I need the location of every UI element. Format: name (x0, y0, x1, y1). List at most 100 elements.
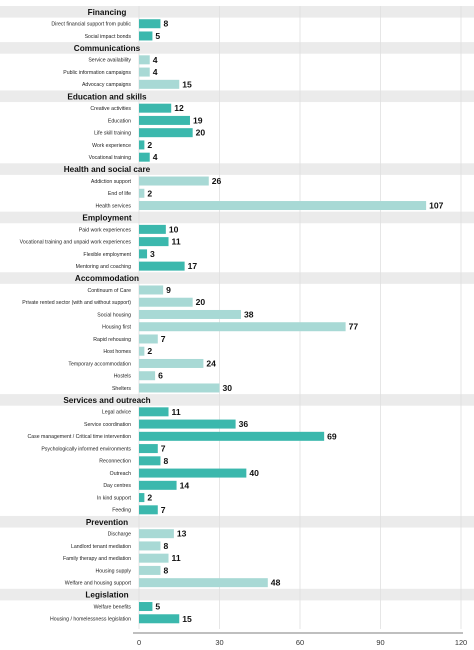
group-label: Communications (74, 44, 141, 53)
group-band (0, 394, 474, 406)
category-label: Paid work experiences (79, 227, 132, 233)
group-band (0, 515, 474, 528)
bar (139, 322, 346, 332)
value-label: 107 (429, 201, 444, 211)
bar (139, 480, 177, 490)
bar (139, 529, 174, 539)
group-band (0, 90, 474, 103)
value-label: 36 (239, 419, 249, 429)
bars (139, 19, 427, 624)
category-label: Creative activities (90, 106, 131, 112)
category-label: Reconnection (99, 459, 131, 465)
value-label: 11 (172, 407, 181, 417)
bar (139, 334, 158, 344)
value-label: 3 (150, 249, 155, 259)
bar (139, 79, 180, 89)
bar (139, 249, 148, 259)
group-bands (0, 6, 474, 601)
bar (139, 407, 169, 417)
category-label: Life skill training (94, 131, 131, 137)
category-label: Direct financial support from public (51, 22, 131, 28)
value-label: 8 (163, 565, 168, 575)
value-label: 26 (212, 176, 222, 186)
value-label: 2 (147, 140, 152, 150)
bar (139, 19, 161, 29)
group-band (0, 163, 474, 175)
bar (139, 493, 145, 503)
group-label: Employment (82, 213, 131, 222)
category-label: Welfare and housing support (65, 581, 132, 587)
category-label: Housing supply (96, 568, 132, 574)
group-label: Services and outreach (63, 396, 150, 405)
x-tick-label: 60 (296, 638, 304, 647)
bar (139, 468, 247, 478)
bar (139, 201, 427, 211)
group-label: Health and social care (64, 165, 151, 174)
category-label: Service coordination (84, 422, 131, 428)
value-label: 19 (193, 115, 203, 125)
value-label: 10 (169, 224, 179, 234)
value-label: 15 (182, 79, 192, 89)
group-band (0, 272, 474, 284)
category-label: Temporary accommodation (68, 361, 131, 367)
category-label: Service availability (88, 58, 131, 64)
group-band (0, 6, 474, 18)
value-label: 20 (196, 128, 206, 138)
bar (139, 297, 193, 307)
labels: Financing Direct financial support from p… (20, 8, 444, 624)
value-label: 17 (188, 261, 198, 271)
value-label: 15 (182, 614, 192, 624)
value-label: 7 (161, 444, 166, 454)
category-label: Private rented sector (with and without … (22, 300, 131, 306)
category-label: Host homes (103, 349, 131, 355)
category-label: Hostels (114, 374, 132, 380)
category-label: Feeding (112, 508, 131, 514)
bar (139, 261, 185, 271)
group-label: Accommodation (75, 274, 139, 283)
category-label: Education (108, 118, 131, 124)
group-label: Prevention (86, 518, 128, 527)
value-label: 48 (271, 578, 281, 588)
bar (139, 383, 220, 393)
x-tick-label: 0 (137, 638, 141, 647)
bar (139, 128, 193, 138)
bar (139, 152, 150, 162)
category-label: Vocational training and unpaid work expe… (20, 240, 132, 246)
bar (139, 431, 325, 441)
category-label: Mentoring and coaching (76, 264, 131, 270)
bar (139, 31, 153, 41)
category-label: Public information campaigns (63, 70, 131, 76)
value-label: 4 (153, 67, 158, 77)
category-label: Social housing (97, 312, 131, 318)
value-label: 4 (153, 55, 158, 65)
bar (139, 371, 156, 381)
value-label: 69 (327, 431, 337, 441)
value-label: 14 (180, 480, 190, 490)
x-tick-label: 90 (376, 638, 384, 647)
category-label: Work experience (92, 143, 131, 149)
category-label: Housing / homelessness legislation (50, 617, 131, 623)
category-label: Housing first (102, 325, 131, 331)
value-label: 5 (155, 31, 160, 41)
group-label: Legislation (85, 591, 128, 600)
category-label: Family therapy and mediation (63, 556, 131, 562)
bar (139, 309, 241, 319)
value-label: 20 (196, 297, 206, 307)
group-band (0, 211, 474, 224)
value-label: 38 (244, 309, 254, 319)
bar (139, 103, 172, 113)
bar (139, 115, 190, 125)
group-band (0, 588, 474, 601)
category-label: Discharge (108, 532, 131, 538)
value-label: 8 (163, 456, 168, 466)
value-label: 7 (161, 505, 166, 515)
bar (139, 553, 169, 563)
category-label: Continuum of Care (87, 288, 131, 294)
x-tick-label: 30 (215, 638, 223, 647)
bar (139, 578, 268, 588)
category-label: Legal advice (102, 410, 131, 416)
bar (139, 358, 204, 368)
value-label: 40 (249, 468, 259, 478)
bar (139, 67, 150, 77)
x-tick-label: 120 (455, 638, 467, 647)
